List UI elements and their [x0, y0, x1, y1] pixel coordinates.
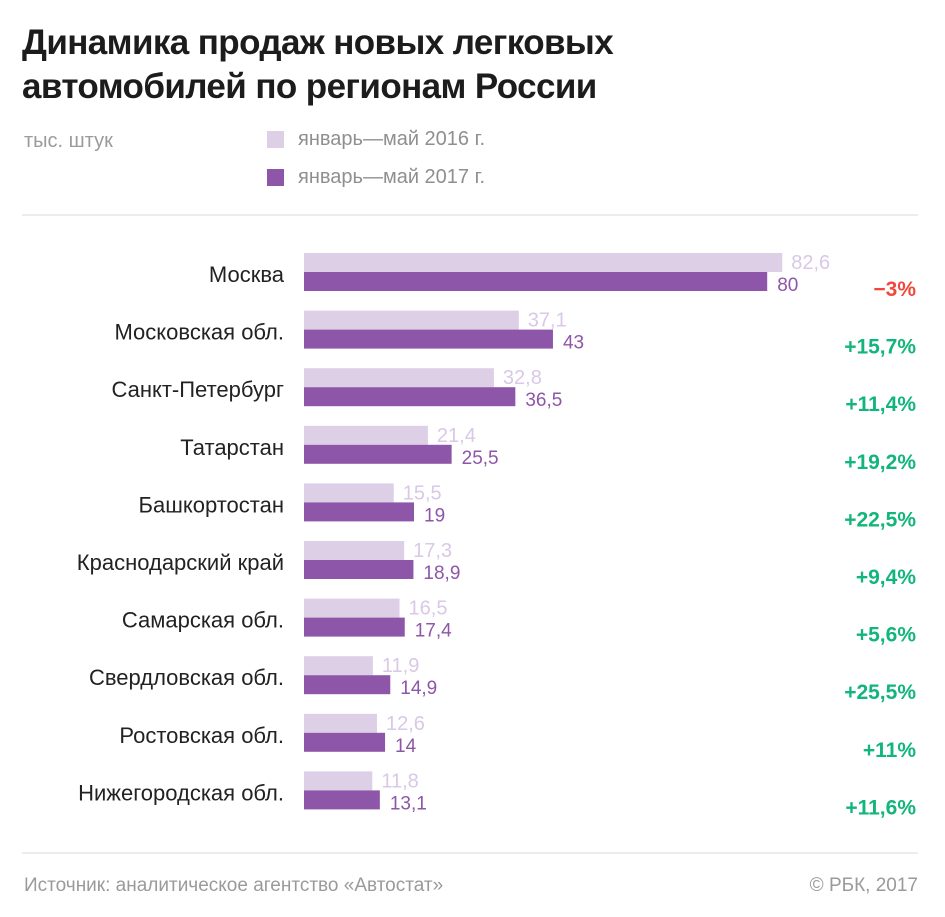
bar-2016	[304, 253, 783, 272]
legend-item-2016: январь—май 2016 г.	[267, 126, 485, 152]
value-label-2016: 32,8	[503, 367, 542, 389]
bar-2016	[304, 425, 428, 445]
region-label: Самарская обл.	[122, 608, 284, 633]
chart-title: Динамика продаж новых легковых автомобил…	[22, 21, 922, 109]
change-label: +19,2%	[844, 451, 916, 474]
change-label: +9,4%	[856, 566, 916, 589]
bar-2016	[304, 656, 373, 676]
change-label: +11%	[863, 739, 916, 762]
source-note: Источник: аналитическое агентство «Автос…	[24, 875, 444, 896]
value-label-2017: 19	[424, 505, 445, 526]
bar-2017	[304, 502, 415, 522]
bar-2016	[304, 598, 400, 618]
region-label: Свердловская обл.	[89, 665, 284, 690]
value-label-2016: 11,9	[382, 655, 419, 677]
value-label-2017: 17,4	[415, 621, 452, 642]
bar-2016	[304, 368, 494, 388]
change-label: +22,5%	[844, 508, 916, 531]
legend-item-2017: январь—май 2017 г.	[267, 164, 485, 190]
change-label: −3%	[873, 278, 916, 301]
chart-title-line-1: Динамика продаж новых легковых	[22, 23, 614, 62]
bar-2016	[304, 483, 394, 503]
region-label: Санкт-Петербург	[111, 377, 284, 402]
legend-swatch-2016	[267, 130, 284, 148]
change-label: +11,4%	[845, 393, 916, 416]
footer-divider	[22, 852, 918, 854]
bar-2016	[304, 713, 377, 733]
bar-2016	[304, 771, 373, 791]
change-label: +25,5%	[844, 681, 916, 704]
header-divider	[22, 214, 918, 216]
region-label: Москва	[209, 262, 285, 287]
value-label-2016: 15,5	[403, 482, 442, 504]
region-label: Московская обл.	[114, 320, 284, 345]
value-label-2016: 37,1	[528, 310, 567, 332]
value-label-2016: 17,3	[413, 540, 452, 562]
region-label: Краснодарский край	[77, 550, 284, 575]
change-label: +5,6%	[856, 624, 916, 647]
bar-2017	[304, 617, 405, 637]
region-label: Нижегородская обл.	[78, 780, 284, 805]
bar-2017	[304, 560, 414, 579]
legend-swatch-2017	[267, 168, 284, 186]
value-label-2017: 14,9	[400, 678, 437, 699]
bar-2017	[304, 329, 553, 349]
value-label-2016: 82,6	[791, 252, 830, 274]
bar-2017	[304, 444, 452, 464]
chart-title-line-2: автомобилей по регионам России	[22, 67, 597, 106]
bar-2017	[304, 675, 391, 695]
legend-label-2016: январь—май 2016 г.	[298, 127, 486, 150]
value-label-2016: 11,8	[381, 770, 418, 792]
value-label-2017: 18,9	[423, 563, 460, 584]
bar-2017	[304, 387, 516, 407]
copyright: © РБК, 2017	[809, 875, 918, 896]
value-label-2016: 16,5	[409, 598, 448, 620]
bar-2017	[304, 272, 768, 291]
bar-2017	[304, 732, 386, 752]
value-label-2017: 13,1	[390, 793, 427, 814]
value-label-2016: 12,6	[386, 713, 425, 735]
value-label-2017: 80	[777, 275, 798, 296]
region-label: Ростовская обл.	[119, 723, 284, 748]
value-label-2017: 36,5	[525, 390, 562, 411]
value-label-2016: 21,4	[437, 425, 476, 447]
value-label-2017: 25,5	[462, 448, 499, 469]
bar-2016	[304, 310, 519, 330]
value-label-2017: 14	[395, 736, 417, 757]
bar-2017	[304, 790, 380, 810]
units-label: тыс. штук	[24, 130, 113, 152]
change-label: +15,7%	[844, 336, 916, 359]
region-label: Татарстан	[180, 435, 284, 460]
value-label-2017: 43	[563, 333, 584, 354]
legend-label-2017: январь—май 2017 г.	[298, 165, 486, 188]
region-label: Башкортостан	[139, 492, 284, 517]
change-label: +11,6%	[845, 796, 916, 819]
bar-2016	[304, 541, 405, 560]
